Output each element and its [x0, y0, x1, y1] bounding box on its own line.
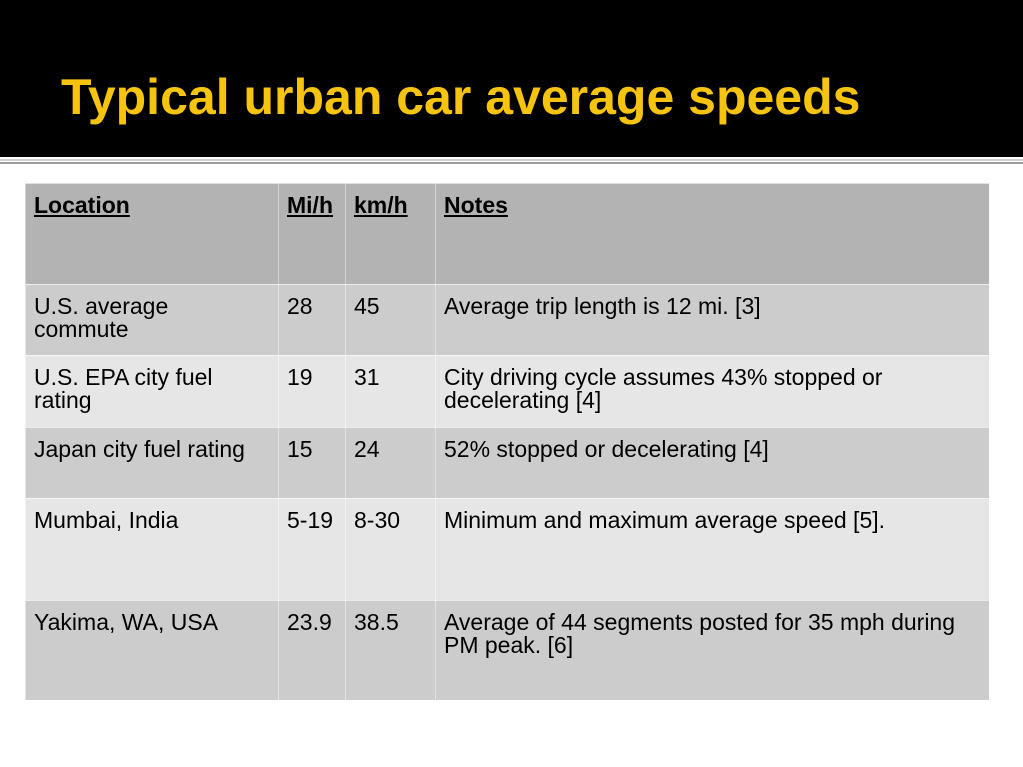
- slide-title: Typical urban car average speeds: [61, 69, 861, 125]
- column-header-location: Location: [25, 183, 278, 284]
- location-cell: U.S. average commute: [25, 284, 278, 355]
- notes-cell: City driving cycle assumes 43% stopped o…: [435, 355, 989, 427]
- kmh-cell: 31: [345, 355, 435, 427]
- kmh-cell: 45: [345, 284, 435, 355]
- table-row: Japan city fuel rating 15 24 52% stopped…: [25, 427, 989, 498]
- mph-cell: 15: [278, 427, 345, 498]
- table-row: Yakima, WA, USA 23.9 38.5 Average of 44 …: [25, 600, 989, 700]
- kmh-cell: 38.5: [345, 600, 435, 700]
- location-cell: Mumbai, India: [25, 498, 278, 600]
- mph-cell: 5-19: [278, 498, 345, 600]
- table-header-row: Location Mi/h km/h Notes: [25, 183, 989, 284]
- header-divider-dark: [0, 162, 1023, 164]
- location-cell: Japan city fuel rating: [25, 427, 278, 498]
- notes-cell: Minimum and maximum average speed [5].: [435, 498, 989, 600]
- column-header-mph: Mi/h: [278, 183, 345, 284]
- table-row: U.S. EPA city fuel rating 19 31 City dri…: [25, 355, 989, 427]
- header-divider-light: [0, 159, 1023, 161]
- location-cell: Yakima, WA, USA: [25, 600, 278, 700]
- mph-cell: 28: [278, 284, 345, 355]
- column-header-kmh: km/h: [345, 183, 435, 284]
- table-row: U.S. average commute 28 45 Average trip …: [25, 284, 989, 355]
- notes-cell: 52% stopped or decelerating [4]: [435, 427, 989, 498]
- kmh-cell: 8-30: [345, 498, 435, 600]
- notes-cell: Average of 44 segments posted for 35 mph…: [435, 600, 989, 700]
- speeds-table: Location Mi/h km/h Notes U.S. average co…: [25, 183, 989, 700]
- notes-cell: Average trip length is 12 mi. [3]: [435, 284, 989, 355]
- table-row: Mumbai, India 5-19 8-30 Minimum and maxi…: [25, 498, 989, 600]
- location-cell: U.S. EPA city fuel rating: [25, 355, 278, 427]
- slide-header-band: [0, 0, 1023, 157]
- column-header-notes: Notes: [435, 183, 989, 284]
- kmh-cell: 24: [345, 427, 435, 498]
- mph-cell: 23.9: [278, 600, 345, 700]
- mph-cell: 19: [278, 355, 345, 427]
